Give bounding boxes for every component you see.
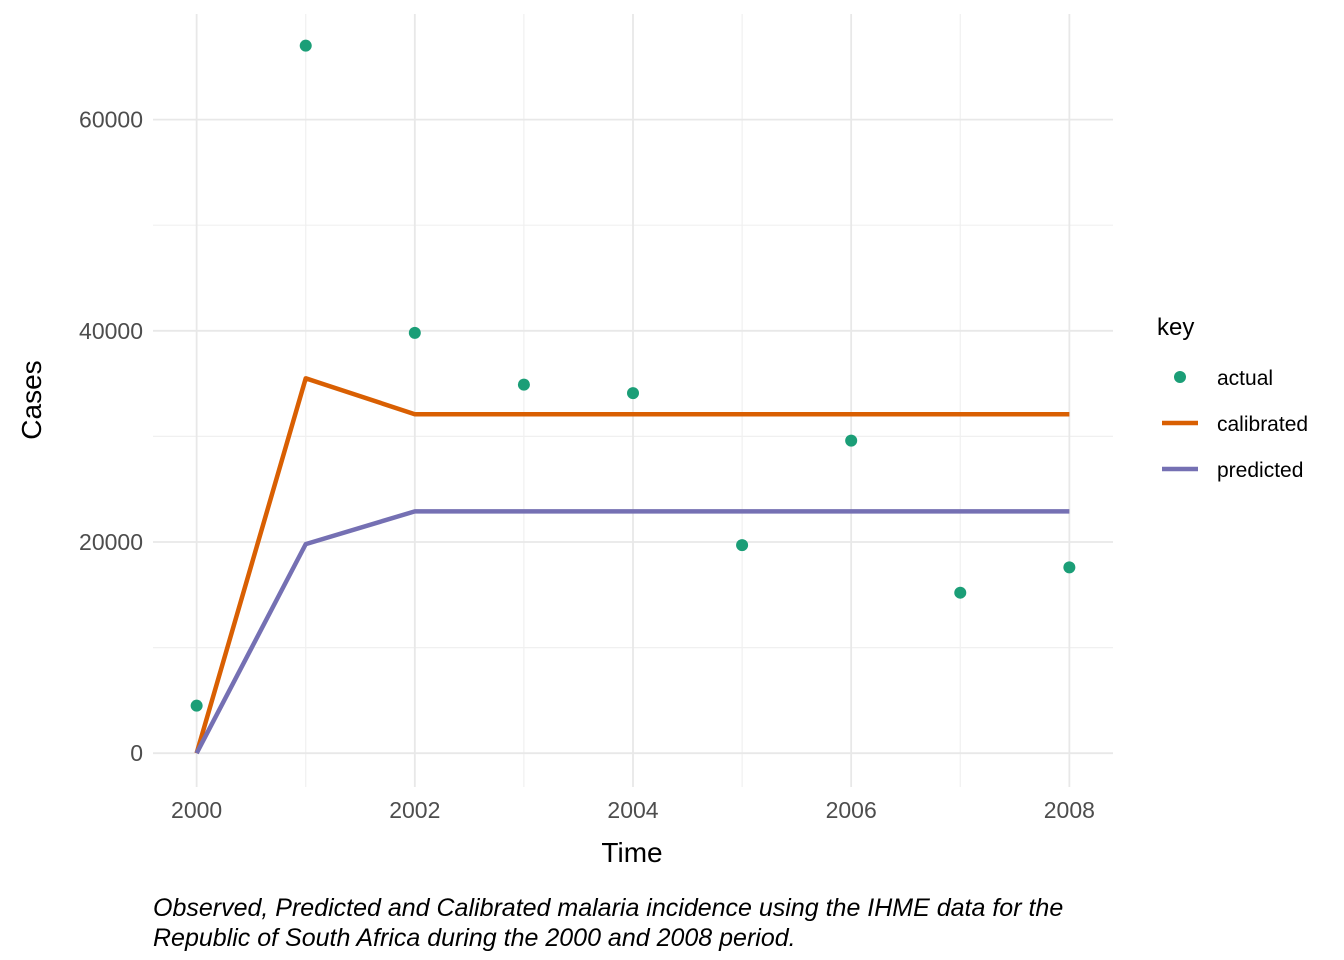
data-point-actual [627, 387, 639, 400]
series-points [190, 39, 1076, 712]
x-tick-label: 2000 [171, 797, 222, 823]
y-tick-label: 20000 [79, 529, 143, 555]
data-point-actual [954, 586, 967, 599]
series-line-predicted [194, 509, 1070, 755]
y-tick-label: 40000 [79, 318, 143, 344]
series-line-calibrated [194, 376, 1070, 754]
data-point-actual [299, 39, 312, 52]
x-tick-labels: 2000 2002 2004 2006 2008 [171, 797, 1095, 823]
data-point-actual [408, 326, 421, 339]
legend-label-calibrated: calibrated [1217, 413, 1308, 436]
series-lines [194, 376, 1070, 755]
data-point-actual [517, 378, 530, 391]
x-tick-label: 2008 [1044, 797, 1095, 823]
x-tick-label: 2006 [826, 797, 877, 823]
data-point-actual [845, 434, 858, 447]
y-axis-title: Cases [16, 360, 47, 439]
chart: 2000 2002 2004 2006 2008 0 20000 40000 60000 Ti… [16, 14, 1308, 868]
figure-caption: Observed, Predicted and Calibrated malar… [153, 893, 1253, 953]
y-tick-labels: 0 20000 40000 60000 [79, 107, 143, 767]
caption-line-1: Observed, Predicted and Calibrated malar… [153, 894, 1064, 922]
caption-line-2: Republic of South Africa during the 2000… [153, 924, 796, 952]
x-tick-label: 2004 [607, 797, 658, 823]
y-tick-label: 60000 [79, 107, 143, 133]
data-point-actual [736, 539, 749, 552]
legend-title: key [1157, 314, 1194, 341]
x-tick-label: 2002 [389, 797, 440, 823]
legend-label-predicted: predicted [1217, 459, 1303, 482]
legend-key-actual [1174, 371, 1186, 383]
data-point-actual [1063, 561, 1076, 574]
y-tick-label: 0 [130, 740, 143, 766]
legend: key actual calibrated predicted [1157, 314, 1308, 482]
data-point-actual [190, 699, 203, 712]
legend-label-actual: actual [1217, 367, 1273, 390]
x-axis-title: Time [601, 837, 662, 868]
